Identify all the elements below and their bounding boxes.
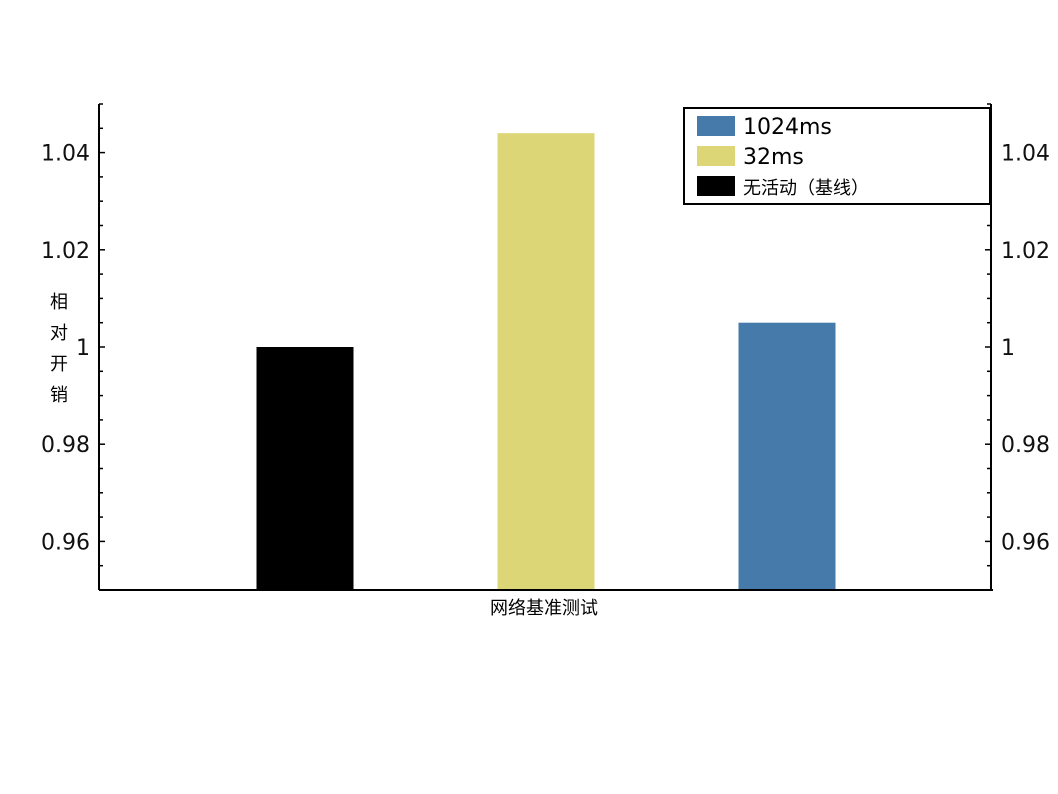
y-axis-title-char: 对 <box>50 323 68 344</box>
right-tick-label: 1.04 <box>1001 142 1050 167</box>
right-tick-label: 0.96 <box>1001 530 1050 555</box>
y-axis-title-char: 相 <box>50 292 68 313</box>
right-y-axis: 0.96 0.98 1 1.02 1.04 <box>985 103 1050 591</box>
right-tick-label: 1 <box>1001 336 1015 361</box>
y-axis-title-char: 销 <box>50 385 68 406</box>
legend-swatch <box>697 116 735 136</box>
bar <box>256 347 354 590</box>
legend-label: 32ms <box>743 145 804 170</box>
legend-label: 1024ms <box>743 115 832 140</box>
left-tick-label: 0.96 <box>41 530 90 555</box>
left-tick-label: 0.98 <box>41 433 90 458</box>
right-tick-label: 1.02 <box>1001 239 1050 264</box>
left-tick-label: 1.02 <box>41 239 90 264</box>
x-axis-title: 网络基准测试 <box>490 598 598 619</box>
bar <box>738 322 836 590</box>
y-axis-title-char: 开 <box>50 354 68 375</box>
legend-swatch <box>697 176 735 196</box>
legend-swatch <box>697 146 735 166</box>
bar <box>497 133 595 590</box>
left-tick-label: 1 <box>76 336 90 361</box>
left-tick-label: 1.04 <box>41 142 90 167</box>
legend: 1024ms 32ms 无活动（基线） <box>683 107 991 205</box>
bars-group <box>256 133 836 590</box>
left-y-axis: 0.96 0.98 1 1.02 1.04 <box>41 103 105 591</box>
legend-label: 无活动（基线） <box>743 178 869 199</box>
right-tick-label: 0.98 <box>1001 433 1050 458</box>
